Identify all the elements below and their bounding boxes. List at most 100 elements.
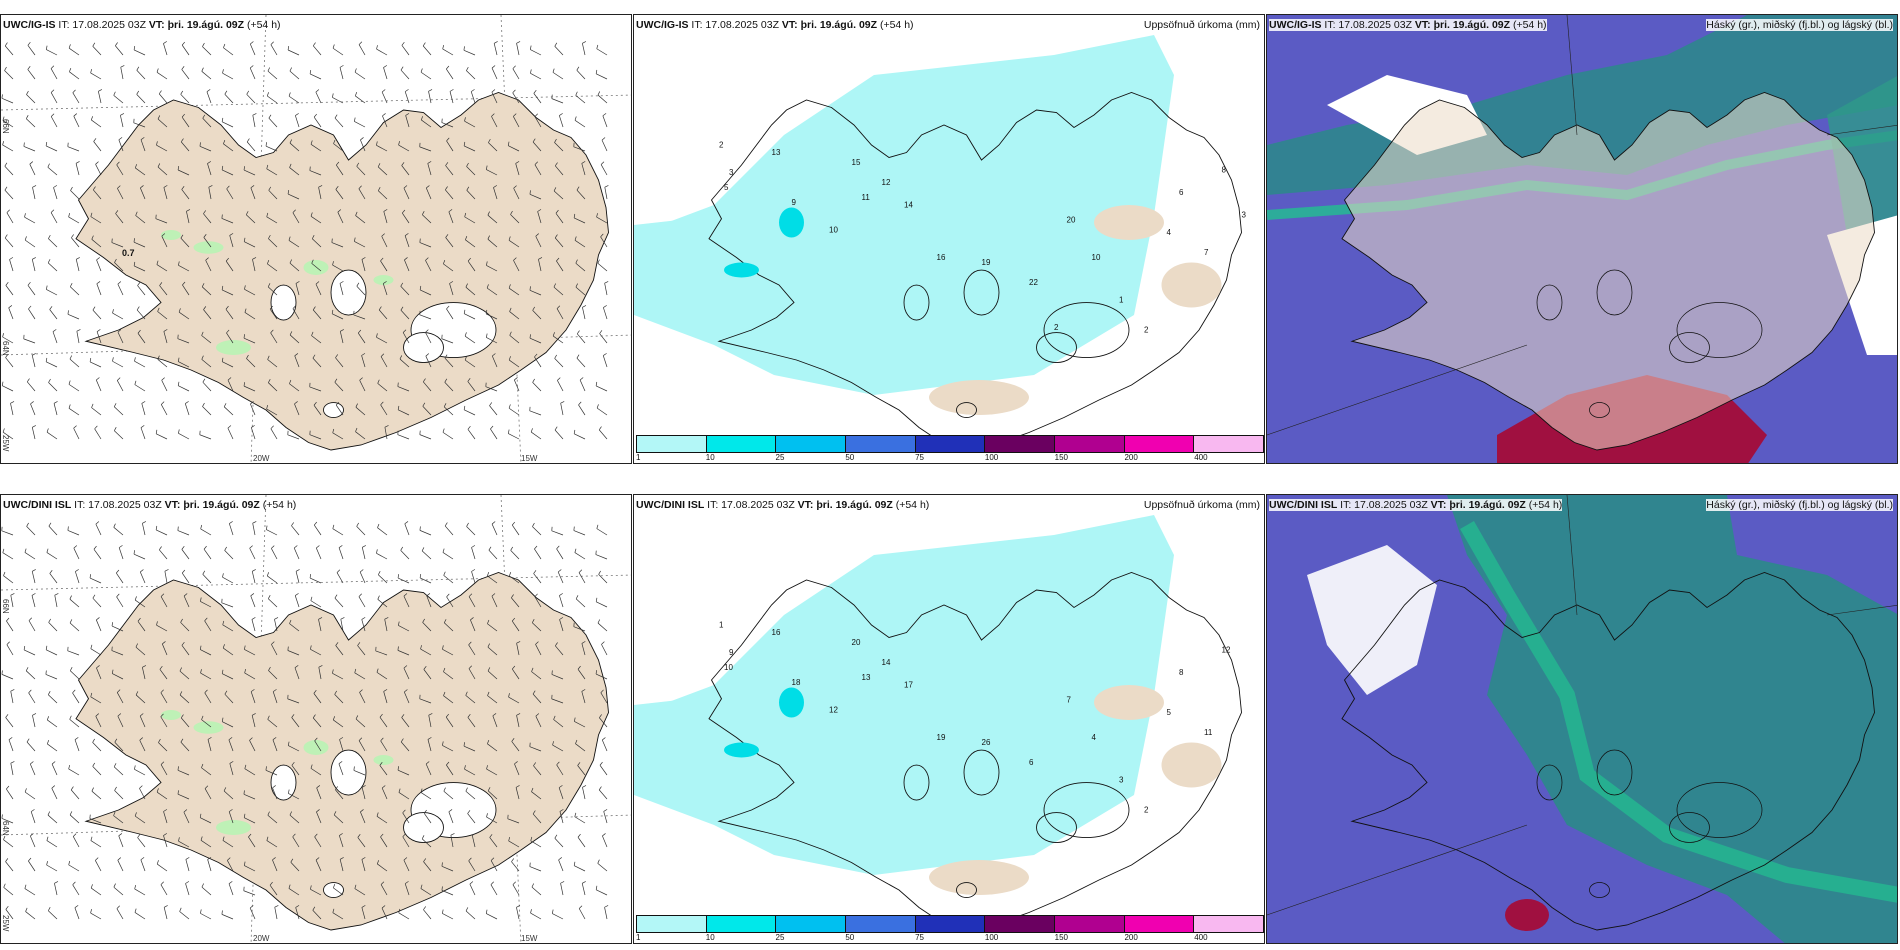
wind-barb-flag — [510, 546, 514, 551]
wind-barb-flag — [246, 354, 249, 359]
wind-barb-flag — [529, 286, 531, 291]
wind-barb — [29, 164, 36, 176]
precip-value: 11 — [1204, 728, 1213, 737]
wind-barb-flag — [221, 285, 224, 290]
wind-barb — [28, 620, 36, 632]
wind-barb — [531, 886, 542, 896]
wind-barb — [509, 335, 520, 344]
wind-barb-flag — [515, 785, 520, 788]
wind-barb — [552, 72, 564, 80]
wind-barb-flag — [95, 161, 99, 165]
wind-barb-flag — [75, 161, 80, 164]
wind-barb — [47, 814, 58, 824]
wind-barb — [557, 571, 564, 584]
wind-barb — [48, 694, 58, 704]
wind-barb — [182, 284, 190, 296]
wind-barb-flag — [488, 138, 491, 143]
wind-barb-flag — [69, 715, 72, 720]
wind-barb-flag — [354, 237, 356, 242]
wind-barb — [267, 359, 278, 368]
wind-barb-flag — [223, 403, 227, 407]
wind-barb-flag — [449, 281, 454, 284]
precip-value: 5 — [1167, 708, 1172, 717]
wind-barb — [427, 163, 432, 176]
dry-area — [1094, 205, 1164, 240]
wind-barb — [70, 670, 80, 680]
wind-barb — [574, 240, 586, 248]
wind-barb — [68, 47, 80, 56]
wind-barb-flag — [603, 809, 608, 812]
wind-barb — [512, 68, 520, 80]
wind-barb — [509, 311, 520, 320]
wind-barb — [10, 595, 14, 608]
wind-barb-flag — [311, 259, 314, 264]
wind-barb — [1, 674, 14, 680]
wind-barb — [553, 190, 564, 200]
wind-barb — [602, 115, 608, 128]
wind-barb-flag — [422, 618, 425, 623]
wind-barb — [556, 764, 564, 776]
wind-barb — [333, 814, 344, 824]
wind-barb-flag — [10, 761, 15, 764]
wind-barb — [92, 766, 102, 776]
wind-barb-flag — [6, 209, 10, 213]
wind-barb — [529, 337, 542, 344]
wind-barb — [444, 622, 454, 632]
wind-barb-flag — [464, 212, 467, 217]
wind-barb — [378, 190, 388, 200]
wind-barb — [250, 427, 256, 440]
wind-barb — [111, 625, 124, 632]
wind-barb-flag — [465, 787, 468, 792]
wind-barb — [221, 289, 234, 296]
wind-barb-flag — [270, 425, 274, 429]
wind-barb — [10, 691, 14, 704]
wind-barb — [380, 836, 388, 848]
wind-barb-flag — [530, 909, 532, 914]
wind-barb-flag — [516, 41, 521, 44]
wind-barb-flag — [287, 741, 290, 746]
colorbar-labels: 1 10 25 50 75 100 150 200 400 — [636, 453, 1264, 463]
wind-barb — [200, 649, 212, 656]
wind-barb — [555, 213, 564, 224]
wind-barb-flag — [229, 233, 234, 236]
wind-barb-flag — [51, 761, 56, 765]
wind-barb-flag — [3, 571, 6, 576]
wind-barb-flag — [227, 425, 232, 429]
wind-barb-flag — [250, 689, 255, 692]
wind-barb-flag — [427, 161, 432, 164]
precip-value: 7 — [1204, 248, 1209, 257]
wind-barb-flag — [313, 689, 317, 694]
wind-barb-flag — [160, 761, 165, 765]
wind-barb-flag — [250, 593, 255, 597]
wind-barb-flag — [117, 185, 121, 189]
wind-barb — [294, 667, 300, 680]
wind-barb-flag — [68, 404, 71, 409]
wind-barb — [578, 404, 586, 416]
wind-barb-flag — [266, 164, 269, 169]
wind-barb — [558, 115, 564, 128]
wind-barb — [332, 97, 344, 104]
green-patch — [161, 230, 181, 240]
wind-barb-flag — [4, 66, 7, 71]
wind-barb — [289, 70, 300, 80]
wind-barb — [599, 333, 608, 344]
wind-panel-top: UWC/IG-IS IT: 17.08.2025 03Z VT: þri. 19… — [0, 14, 632, 464]
wind-barb — [441, 338, 454, 344]
wind-barb-flag — [46, 740, 50, 745]
wind-barb-flag — [512, 89, 516, 94]
wind-barb — [92, 309, 102, 320]
wind-barb-flag — [207, 857, 212, 860]
wind-barb — [312, 238, 322, 248]
wind-barb — [134, 360, 146, 368]
wind-barb-flag — [50, 65, 55, 69]
wind-barb — [510, 214, 520, 224]
wind-barb — [28, 860, 36, 872]
wind-barb — [556, 308, 564, 320]
wind-barb — [600, 164, 608, 176]
wind-barb — [46, 49, 58, 56]
wind-barb-flag — [318, 185, 323, 188]
wind-barb-flag — [377, 187, 381, 191]
wind-barb-flag — [90, 69, 92, 74]
wind-barb — [25, 911, 36, 920]
wind-barb-flag — [560, 401, 565, 404]
